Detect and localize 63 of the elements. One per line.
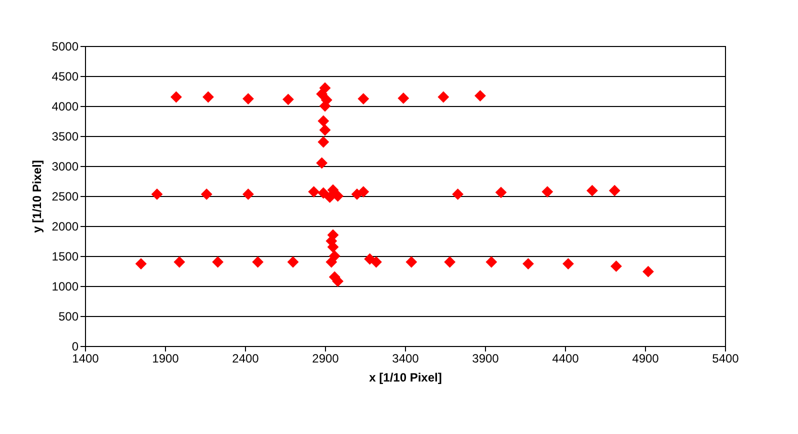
point	[444, 256, 456, 268]
point	[358, 93, 370, 104]
y-tick-label: 3000	[52, 160, 79, 174]
point	[326, 256, 338, 268]
point	[135, 258, 147, 270]
x-tick-label: 4900	[632, 352, 660, 366]
y-tick-label: 500	[58, 310, 79, 324]
x-tick-label: 5400	[712, 352, 740, 366]
y-tick-label: 4000	[52, 100, 79, 114]
y-tick-label: 3500	[52, 130, 79, 144]
x-tick-label: 1400	[72, 352, 100, 366]
point	[174, 256, 186, 268]
point	[562, 258, 574, 270]
point	[586, 184, 598, 196]
point	[495, 186, 507, 198]
point	[608, 184, 620, 196]
point	[398, 92, 410, 104]
point	[318, 115, 330, 127]
y-tick-label: 5000	[52, 40, 79, 54]
x-tick-label: 1900	[152, 352, 180, 366]
y-tick-label: 1500	[52, 250, 79, 264]
point	[308, 186, 320, 198]
point	[319, 124, 331, 136]
point	[474, 90, 486, 102]
x-axis-title: x [1/10 Pixel]	[369, 370, 442, 384]
point	[200, 188, 212, 200]
point	[542, 186, 554, 198]
x-tick-label: 2400	[232, 352, 260, 366]
point	[287, 256, 299, 268]
point	[318, 187, 330, 199]
x-tick-label: 3900	[472, 352, 500, 366]
x-tick-label: 2900	[312, 352, 340, 366]
point	[324, 192, 336, 203]
point	[332, 190, 344, 202]
point	[212, 256, 224, 268]
point	[486, 256, 498, 268]
point	[242, 188, 254, 200]
point	[318, 136, 330, 148]
point	[316, 157, 328, 169]
point	[252, 256, 264, 268]
y-axis-title: y [1/10 Pixel]	[30, 160, 44, 233]
x-tick-label: 3400	[392, 352, 420, 366]
point	[151, 188, 163, 200]
y-tick-label: 4500	[52, 70, 79, 84]
point	[610, 260, 622, 272]
point	[202, 91, 214, 103]
y-tick-label: 0	[72, 340, 79, 354]
y-tick-label: 1000	[52, 280, 79, 294]
point	[327, 184, 339, 196]
point	[282, 94, 294, 106]
x-tick-label: 4400	[552, 352, 580, 366]
point	[452, 188, 464, 200]
point	[438, 91, 450, 103]
point	[642, 266, 654, 278]
point	[242, 93, 254, 104]
point	[522, 258, 534, 270]
point	[406, 256, 418, 268]
point	[370, 256, 382, 268]
y-tick-label: 2000	[52, 220, 79, 234]
y-tick-label: 2500	[52, 190, 79, 204]
point	[170, 91, 182, 103]
point	[316, 88, 328, 100]
point	[358, 186, 370, 198]
